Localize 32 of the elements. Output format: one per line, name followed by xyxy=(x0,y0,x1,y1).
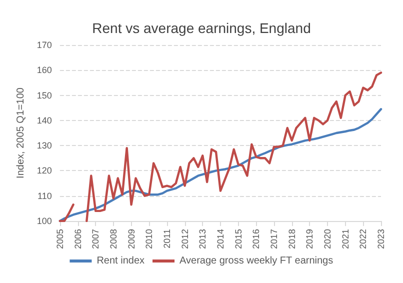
x-tick-label: 2022 xyxy=(358,229,368,250)
x-tick-label: 2016 xyxy=(251,229,262,250)
x-tick-label: 2012 xyxy=(180,229,190,250)
line-series xyxy=(58,108,382,222)
y-tick-label: 160 xyxy=(36,65,52,76)
x-tick-label: 2006 xyxy=(72,229,83,250)
y-tick-label: 140 xyxy=(36,115,52,126)
y-tick-label: 100 xyxy=(36,216,52,226)
y-tick-label: 120 xyxy=(36,166,52,176)
x-tick-label: 2019 xyxy=(304,229,315,250)
x-tick-label: 2013 xyxy=(198,229,208,250)
x-tick-label: 2005 xyxy=(54,229,65,250)
x-tick-label: 2018 xyxy=(286,229,297,250)
x-tick-label: 2015 xyxy=(233,229,244,250)
x-tick-label: 2011 xyxy=(162,229,172,248)
y-tick-label: 170 xyxy=(36,40,52,50)
x-tick-label: 2009 xyxy=(126,229,136,250)
y-tick-label: 150 xyxy=(36,90,52,100)
y-tick-label: 110 xyxy=(38,190,52,201)
x-tick-label: 2021 xyxy=(340,229,350,250)
x-tick-label: 2010 xyxy=(144,229,154,250)
x-tick-label: 2023 xyxy=(376,229,386,250)
legend-label: Average gross weekly FT earnings xyxy=(180,256,334,266)
x-tick-label: 2008 xyxy=(108,229,118,250)
legend-label: Rent index xyxy=(96,256,145,266)
x-tick-label: 2017 xyxy=(268,229,279,250)
x-tick-label: 2020 xyxy=(322,229,332,250)
x-tick-label: 2007 xyxy=(90,229,101,250)
y-tick-label: 130 xyxy=(36,140,52,151)
x-tick-label: 2014 xyxy=(215,229,226,250)
y-axis-title: Index, 2005 Q1=100 xyxy=(16,87,26,178)
chart-title: Rent vs average earnings, England xyxy=(92,20,311,36)
